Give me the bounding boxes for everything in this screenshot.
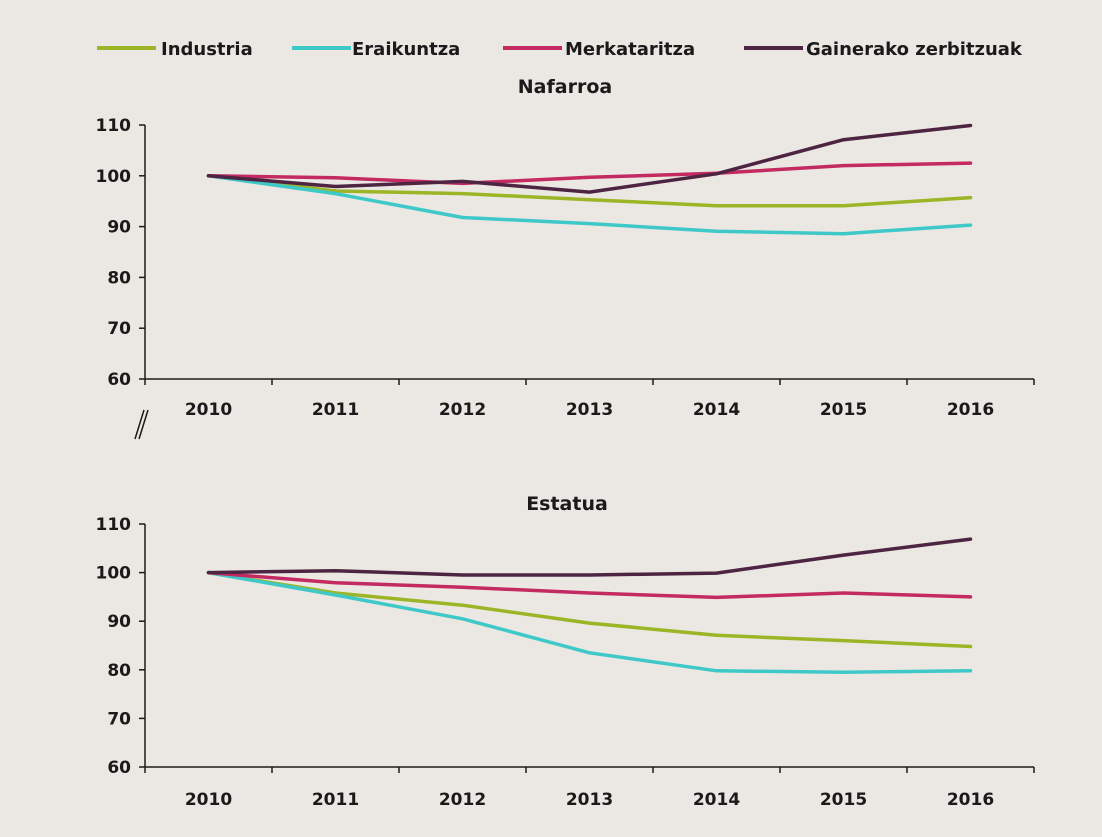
y-tick-label: 110 (96, 515, 132, 535)
y-tick-label: 100 (96, 167, 132, 187)
x-tick-label: 2014 (693, 400, 740, 420)
series-line-industria (206, 570, 973, 649)
series-line-industria (206, 174, 973, 208)
y-tick-label: 90 (107, 612, 131, 632)
series-line-gainerako-zerbitzuak (206, 537, 973, 577)
y-tick-label: 110 (96, 116, 132, 136)
legend-label: Gainerako zerbitzuak (806, 39, 1023, 60)
x-tick-label: 2010 (185, 400, 232, 420)
x-tick-label: 2014 (693, 790, 740, 810)
y-tick-label: 100 (96, 564, 132, 584)
x-tick-label: 2013 (566, 790, 613, 810)
x-tick-label: 2016 (947, 400, 994, 420)
chart-title: Nafarroa (518, 76, 612, 98)
legend-item-gainerako-zerbitzuak: Gainerako zerbitzuak (744, 39, 1023, 60)
axis-break-mark (134, 409, 149, 440)
y-tick-label: 80 (107, 661, 131, 681)
series-line-eraikuntza (206, 174, 973, 236)
x-tick-label: 2013 (566, 400, 613, 420)
x-tick-label: 2011 (312, 400, 359, 420)
y-tick-label: 90 (107, 218, 131, 238)
x-tick-label: 2011 (312, 790, 359, 810)
legend-item-industria: Industria (97, 39, 253, 60)
x-tick-label: 2012 (439, 790, 486, 810)
legend-label: Industria (161, 39, 253, 60)
x-tick-label: 2015 (820, 400, 867, 420)
y-tick-label: 60 (107, 758, 131, 778)
x-tick-label: 2016 (947, 790, 994, 810)
chart-title: Estatua (526, 493, 608, 515)
series-line-merkataritza (206, 161, 973, 186)
chart-panel-estatua: Estatua 60 70 80 90 100 110 2010 2011 2012 2013 201… (96, 493, 1035, 810)
chart-panel-nafarroa: Nafarroa 60 70 80 90 100 110 2010 2011 2012 2013 20… (96, 76, 1035, 420)
legend-label: Eraikuntza (352, 39, 460, 60)
series-line-merkataritza (206, 570, 973, 600)
y-tick-label: 70 (107, 709, 131, 729)
y-tick-label: 80 (107, 268, 131, 288)
y-tick-label: 60 (107, 370, 131, 390)
legend-item-eraikuntza: Eraikuntza (292, 39, 460, 60)
x-tick-label: 2015 (820, 790, 867, 810)
legend: Industria Eraikuntza Merkataritza Gainerako… (97, 39, 1023, 60)
x-tick-label: 2010 (185, 790, 232, 810)
legend-label: Merkataritza (565, 39, 695, 60)
legend-item-merkataritza: Merkataritza (503, 39, 695, 60)
y-tick-label: 70 (107, 319, 131, 339)
series-line-eraikuntza (206, 570, 973, 674)
series-line-gainerako-zerbitzuak (206, 123, 973, 194)
x-tick-label: 2012 (439, 400, 486, 420)
